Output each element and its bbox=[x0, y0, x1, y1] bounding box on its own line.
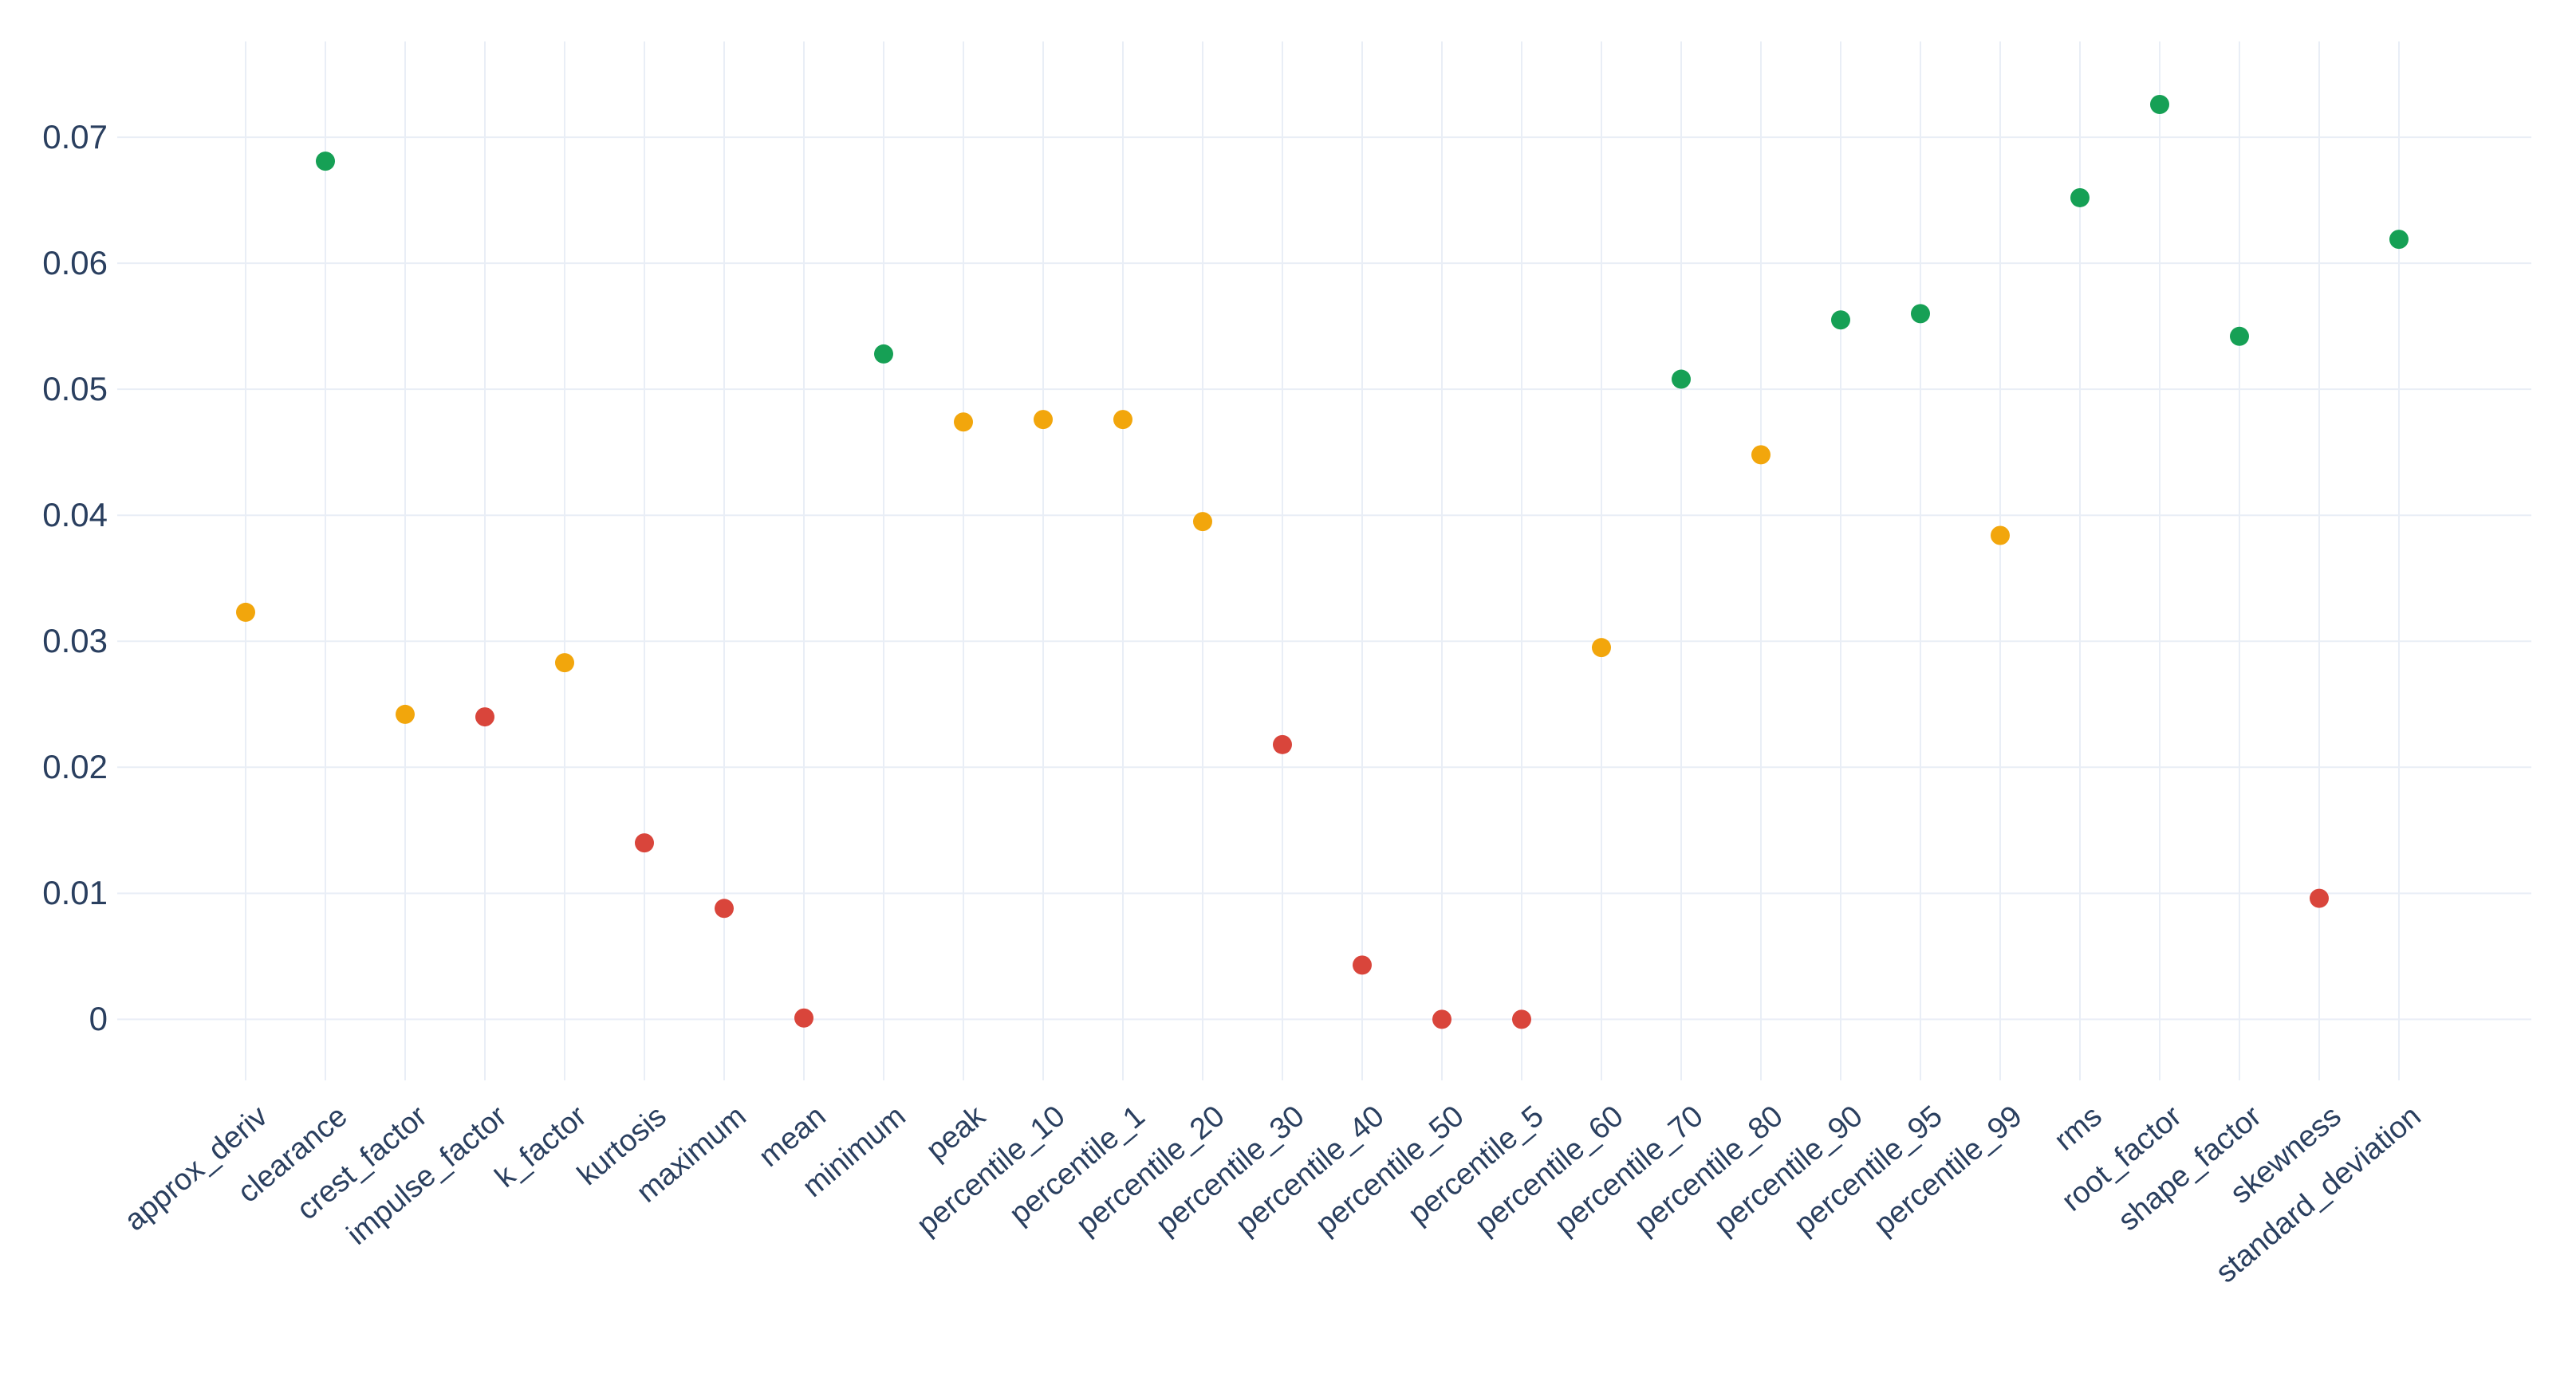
data-point-crest_factor[interactable] bbox=[396, 704, 415, 724]
data-point-rms[interactable] bbox=[2070, 187, 2090, 207]
y-tick-label: 0 bbox=[89, 1000, 108, 1038]
data-point-shape_factor[interactable] bbox=[2230, 326, 2249, 346]
data-point-percentile_80[interactable] bbox=[1751, 445, 1771, 465]
data-point-percentile_70[interactable] bbox=[1672, 369, 1691, 389]
data-point-percentile_30[interactable] bbox=[1273, 734, 1292, 754]
data-point-percentile_60[interactable] bbox=[1592, 638, 1611, 658]
y-tick-label: 0.02 bbox=[42, 748, 108, 786]
data-point-impulse_factor[interactable] bbox=[475, 707, 494, 727]
data-point-percentile_10[interactable] bbox=[1034, 410, 1053, 430]
y-tick-label: 0.03 bbox=[42, 622, 108, 660]
y-tick-label: 0.07 bbox=[42, 118, 108, 156]
data-point-percentile_20[interactable] bbox=[1193, 512, 1212, 532]
y-tick-label: 0.06 bbox=[42, 244, 108, 282]
data-point-approx_deriv[interactable] bbox=[236, 602, 255, 622]
y-tick-label: 0.05 bbox=[42, 370, 108, 408]
data-point-percentile_5[interactable] bbox=[1512, 1009, 1531, 1029]
data-point-percentile_90[interactable] bbox=[1831, 310, 1850, 330]
data-point-maximum[interactable] bbox=[715, 899, 734, 919]
data-point-clearance[interactable] bbox=[316, 151, 335, 171]
data-point-root_factor[interactable] bbox=[2150, 95, 2169, 115]
y-tick-label: 0.04 bbox=[42, 496, 108, 534]
data-point-kurtosis[interactable] bbox=[635, 833, 654, 853]
data-point-percentile_50[interactable] bbox=[1432, 1009, 1451, 1029]
data-point-percentile_1[interactable] bbox=[1113, 410, 1132, 430]
data-point-standard_deviation[interactable] bbox=[2389, 230, 2409, 250]
data-point-percentile_40[interactable] bbox=[1353, 955, 1372, 975]
data-point-percentile_95[interactable] bbox=[1911, 304, 1930, 324]
data-point-mean[interactable] bbox=[794, 1008, 813, 1028]
data-point-percentile_99[interactable] bbox=[1991, 525, 2010, 545]
data-point-minimum[interactable] bbox=[874, 344, 893, 364]
data-point-k_factor[interactable] bbox=[555, 653, 574, 673]
data-point-skewness[interactable] bbox=[2310, 888, 2329, 908]
data-point-peak[interactable] bbox=[954, 412, 973, 432]
y-tick-label: 0.01 bbox=[42, 874, 108, 912]
